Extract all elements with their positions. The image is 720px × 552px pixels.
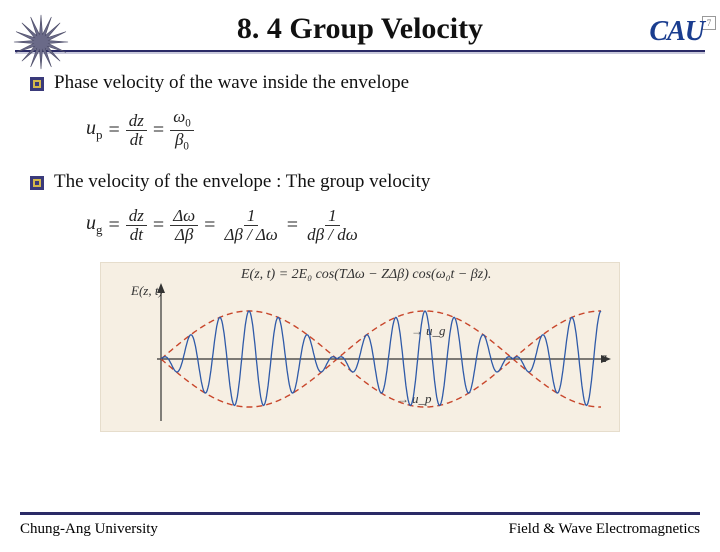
equation-group-velocity: ug = dz dt = Δω Δβ = 1 Δβ / Δω = 1 dβ / …	[86, 207, 690, 244]
wave-svg	[101, 263, 621, 433]
content-area: Phase velocity of the wave inside the en…	[0, 52, 720, 432]
compass-star-icon	[12, 13, 70, 71]
wave-diagram: E(z, t) E(z, t) = 2E₀ cos(TΔω − ZΔβ) cos…	[100, 262, 620, 432]
header-bar: CAU	[0, 12, 720, 60]
bullet-square-icon	[30, 77, 44, 91]
footer-left: Chung-Ang University	[20, 521, 158, 538]
equation-phase-velocity: up = dz dt = ω0 β0	[86, 108, 690, 153]
bullet-item: The velocity of the envelope : The group…	[30, 171, 690, 193]
bullet-text: The velocity of the envelope : The group…	[54, 171, 430, 193]
bullet-item: Phase velocity of the wave inside the en…	[30, 72, 690, 94]
bullet-text: Phase velocity of the wave inside the en…	[54, 72, 409, 94]
footer-bar: Chung-Ang University Field & Wave Electr…	[20, 512, 700, 538]
cau-logo: CAU	[649, 16, 704, 48]
bullet-square-icon	[30, 176, 44, 190]
footer-right: Field & Wave Electromagnetics	[509, 521, 700, 538]
